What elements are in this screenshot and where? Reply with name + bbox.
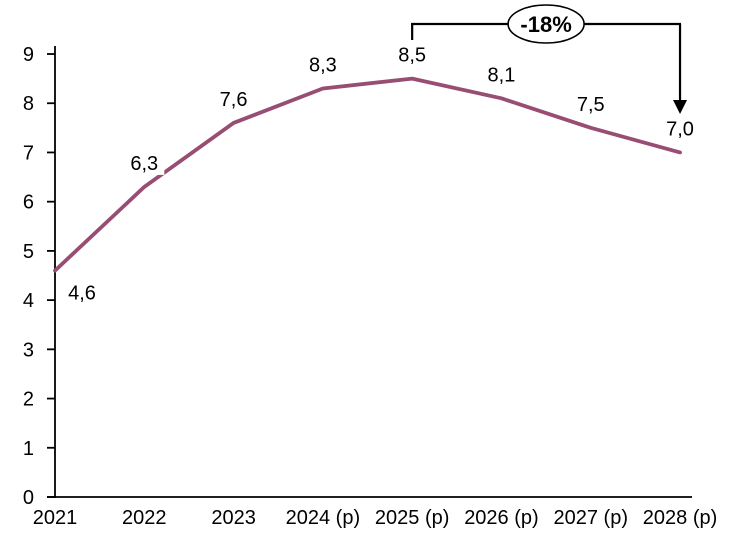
annotation-label: -18% [520, 12, 571, 37]
data-label-bg [660, 117, 701, 141]
y-tick-label: 3 [23, 339, 34, 361]
y-tick-label: 4 [23, 290, 34, 312]
series-line [53, 76, 682, 273]
y-tick-label: 2 [23, 389, 34, 411]
data-label-bg [62, 281, 102, 305]
y-tick-label: 1 [23, 438, 34, 460]
x-tick-label: 2027 (p) [553, 507, 628, 529]
x-tick-label: 2025 (p) [375, 507, 450, 529]
x-axis: 2021 2022 2023 2024 (p) 2025 (p) 2026 (p) 2027… [33, 496, 718, 529]
x-tick-label: 2023 [211, 507, 256, 529]
data-label: 7,6 [220, 89, 248, 111]
data-label-bg [570, 92, 611, 116]
x-tick-label: 2024 (p) [286, 507, 361, 529]
data-label-bg [481, 63, 522, 87]
data-label-bg [302, 53, 343, 77]
y-axis: 0 1 2 3 4 5 6 7 8 9 [23, 44, 56, 509]
data-label: 4,6 [68, 283, 96, 305]
x-tick-label: 2021 [33, 507, 78, 529]
annotation-bubble: -18% [507, 4, 585, 44]
data-label: 7,0 [666, 118, 694, 140]
data-label-bg [392, 43, 433, 67]
arrowhead-icon [673, 100, 688, 114]
y-tick-label: 7 [23, 142, 34, 164]
data-label: 8,1 [488, 64, 516, 86]
y-tick-label: 6 [23, 192, 34, 214]
data-labels: 4,6 6,3 7,6 8,3 8,5 8,1 7,5 7,0 [62, 43, 701, 305]
x-tick-label: 2026 (p) [464, 507, 539, 529]
y-tick-label: 9 [23, 44, 34, 66]
data-label: 6,3 [130, 153, 158, 175]
y-tick-label: 5 [23, 241, 34, 263]
data-label-bg [124, 151, 165, 175]
y-tick-label: 0 [23, 487, 34, 509]
y-tick-label: 8 [23, 93, 34, 115]
data-label: 7,5 [577, 94, 605, 116]
annotation-ellipse [507, 4, 585, 44]
x-tick-label: 2022 [122, 507, 167, 529]
data-label-bg [213, 87, 254, 111]
data-label: 8,5 [398, 45, 426, 67]
data-label: 8,3 [309, 54, 337, 76]
series-polyline [53, 76, 682, 273]
x-tick-label: 2028 (p) [643, 507, 718, 529]
